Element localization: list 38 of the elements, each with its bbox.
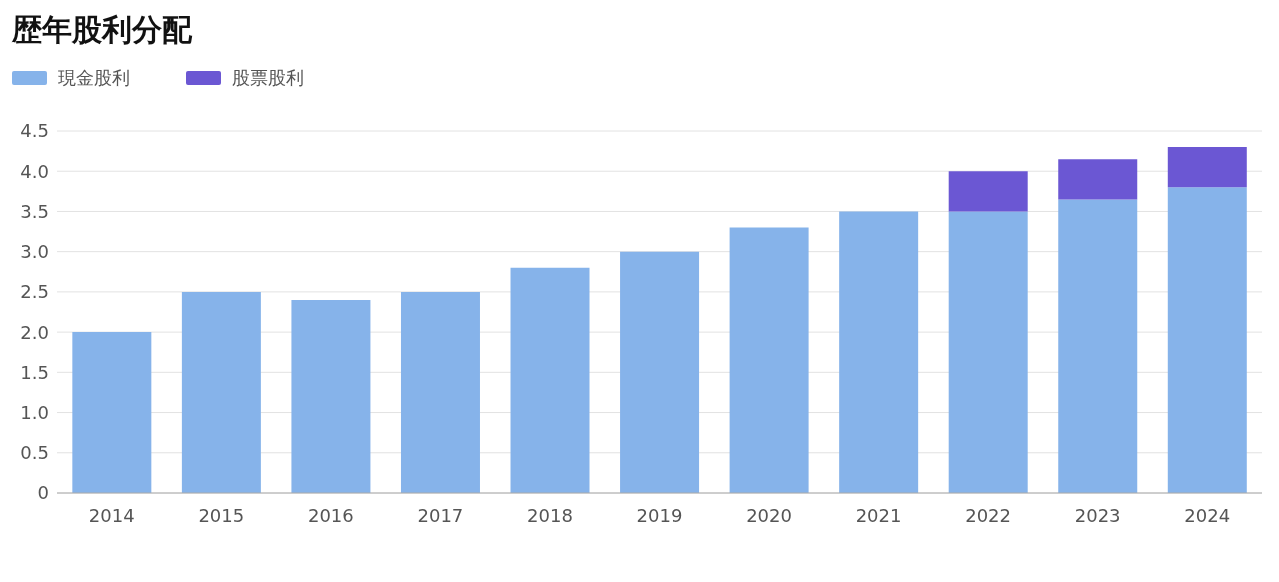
x-tick-label: 2020 <box>746 504 792 526</box>
bar <box>400 291 480 493</box>
x-tick-label: 2023 <box>1074 504 1121 526</box>
bar <box>1058 199 1138 493</box>
x-tick-label: 2024 <box>1184 504 1231 526</box>
y-tick-label: 3.0 <box>20 241 49 263</box>
y-tick-label: 4.5 <box>20 120 49 142</box>
x-tick-label: 2015 <box>198 504 245 526</box>
x-tick-label: 2014 <box>88 504 135 526</box>
bar <box>948 171 1028 212</box>
x-tick-label: 2016 <box>307 504 354 526</box>
bar <box>510 267 590 493</box>
y-tick-label: 4.0 <box>20 160 49 182</box>
bar <box>72 332 152 493</box>
y-tick-label: 0 <box>37 482 49 504</box>
y-tick-label: 3.5 <box>20 200 49 222</box>
x-tick-label: 2021 <box>855 504 902 526</box>
bar <box>291 299 371 493</box>
bar <box>1058 159 1138 200</box>
chart-title: 歴年股利分配 <box>12 12 192 47</box>
bar <box>181 291 261 493</box>
x-tick-label: 2018 <box>527 504 573 526</box>
legend-label: 股票股利 <box>232 66 304 90</box>
x-tick-label: 2022 <box>965 504 1012 526</box>
y-tick-label: 2.5 <box>20 281 49 303</box>
bar <box>729 227 809 493</box>
legend-label: 現金股利 <box>58 66 130 90</box>
bar <box>948 211 1028 493</box>
bar <box>1167 187 1247 493</box>
x-tick-label: 2019 <box>636 504 683 526</box>
bar <box>1167 147 1247 188</box>
y-tick-label: 2.0 <box>20 321 49 343</box>
y-tick-label: 0.5 <box>20 442 49 464</box>
y-tick-label: 1.0 <box>20 401 49 423</box>
bar <box>620 251 700 493</box>
bar <box>839 211 919 493</box>
x-tick-label: 2017 <box>417 504 464 526</box>
y-tick-label: 1.5 <box>20 361 49 383</box>
